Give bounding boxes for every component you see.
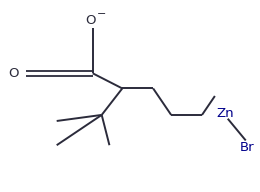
Text: O: O [8,67,19,80]
Text: −: − [97,9,107,19]
Text: Zn: Zn [216,107,234,120]
Text: O: O [85,14,95,27]
Text: Br: Br [240,141,254,154]
